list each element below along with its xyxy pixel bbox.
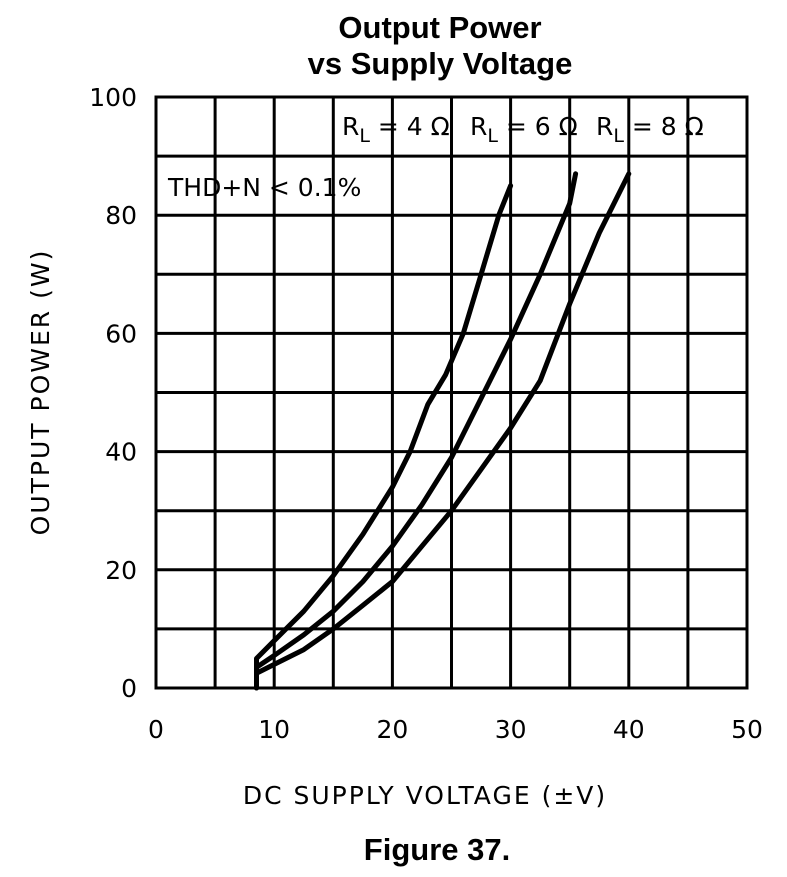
- figure-caption: Figure 37.: [364, 832, 510, 867]
- y-tick-label: 80: [105, 201, 137, 230]
- y-tick-label: 40: [105, 438, 137, 467]
- thd-annotation: THD+N < 0.1%: [167, 173, 361, 202]
- legend-label-value: = 6 Ω: [498, 112, 578, 141]
- legend-label-prefix: R: [596, 112, 613, 141]
- legend-label: RL = 8 Ω: [596, 112, 704, 147]
- x-tick-label: 20: [376, 715, 408, 744]
- y-tick-label: 0: [121, 674, 137, 703]
- plot-frame: [154, 95, 749, 690]
- chart-title: Output Power vs Supply Voltage: [308, 10, 573, 81]
- series-lines: [254, 171, 632, 691]
- x-tick-label: 0: [148, 715, 164, 744]
- legend-label-prefix: R: [342, 112, 359, 141]
- y-axis-ticks: 0 20 40 60 80 100: [89, 83, 137, 703]
- y-tick-label: 20: [105, 556, 137, 585]
- series-line-3: [254, 171, 632, 691]
- grid: [154, 95, 749, 690]
- y-tick-label: 100: [89, 83, 137, 112]
- legend-labels: RL = 4 Ω RL = 6 Ω RL = 8 Ω: [342, 112, 704, 147]
- legend-label: RL = 4 Ω: [342, 112, 450, 147]
- series-line-1: [254, 183, 514, 691]
- chart-title-line-2: vs Supply Voltage: [308, 46, 573, 81]
- y-axis-label: OUTPUT POWER (W): [26, 249, 55, 536]
- chart-title-line-1: Output Power: [338, 10, 541, 45]
- x-tick-label: 30: [495, 715, 527, 744]
- legend-label-subscript: L: [487, 125, 498, 147]
- x-tick-label: 10: [258, 715, 290, 744]
- legend-label-prefix: R: [470, 112, 487, 141]
- legend-label-value: = 8 Ω: [624, 112, 704, 141]
- x-axis-label: DC SUPPLY VOLTAGE (±V): [243, 781, 607, 810]
- x-tick-label: 50: [731, 715, 763, 744]
- y-tick-label: 60: [105, 319, 137, 348]
- legend-label-value: = 4 Ω: [370, 112, 450, 141]
- legend-label-subscript: L: [613, 125, 624, 147]
- x-axis-ticks: 0 10 20 30 40 50: [148, 715, 763, 744]
- legend-label: RL = 6 Ω: [470, 112, 578, 147]
- legend-label-subscript: L: [359, 125, 370, 147]
- x-tick-label: 40: [613, 715, 645, 744]
- series-line-2: [254, 171, 579, 691]
